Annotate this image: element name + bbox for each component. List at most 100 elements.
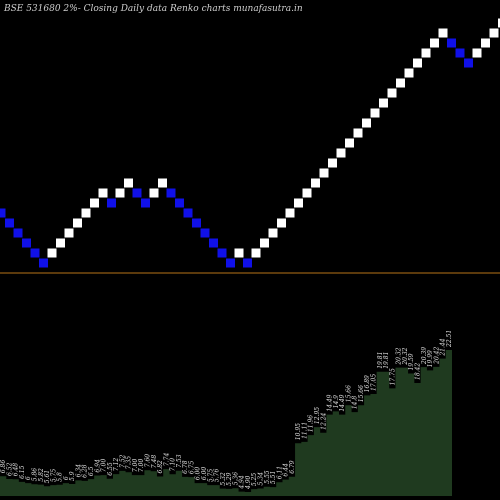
renko-brick-up <box>97 187 109 199</box>
close-value-label: 6.79 <box>289 460 296 474</box>
close-value-label: 15.66 <box>345 385 352 402</box>
renko-brick-up <box>369 107 381 119</box>
renko-brick-down <box>191 217 202 229</box>
renko-brick-down <box>131 187 143 199</box>
renko-brick-up <box>276 217 287 229</box>
renko-brick-up <box>335 147 347 159</box>
close-value-label: 19.99 <box>427 350 434 367</box>
close-value-label: 11.11 <box>301 422 308 439</box>
close-value-label: 5.61 <box>44 470 51 483</box>
renko-brick-up <box>267 227 279 239</box>
close-value-label: 6 <box>63 476 70 480</box>
renko-brick-up <box>403 67 415 79</box>
close-value-label: 6.34 <box>75 464 82 478</box>
renko-brick-up <box>344 137 355 149</box>
renko-brick-down <box>165 187 177 199</box>
renko-brick-down <box>225 257 236 269</box>
close-value-label: 5.51 <box>270 471 277 484</box>
close-value-label: 20.42 <box>433 346 440 364</box>
renko-brick-down <box>242 257 253 269</box>
renko-brick-up <box>55 237 66 249</box>
renko-brick-down <box>106 197 117 209</box>
renko-brick-up <box>250 247 262 259</box>
close-value-label: 20.32 <box>402 347 409 365</box>
renko-bricks-layer <box>0 17 500 269</box>
renko-brick-down <box>21 237 32 249</box>
close-value-label: 5.75 <box>50 469 57 483</box>
renko-brick-up <box>233 247 245 259</box>
close-value-label: 14.49 <box>327 394 334 411</box>
close-value-label: 7.00 <box>101 459 108 473</box>
close-value-label: 7.00 <box>132 459 139 473</box>
close-value-label: 16.89 <box>364 375 371 392</box>
close-value-label: 7.00 <box>138 459 145 473</box>
renko-brick-up <box>420 47 432 59</box>
renko-brick-down <box>446 37 457 49</box>
renko-brick-up <box>72 217 83 229</box>
close-value-label: 22.51 <box>446 330 453 348</box>
renko-brick-up <box>327 157 338 169</box>
renko-brick-up <box>310 177 321 189</box>
close-price-area <box>0 350 452 496</box>
renko-brick-up <box>284 207 296 219</box>
renko-brick-down <box>463 57 474 69</box>
close-value-label: 6.86 <box>0 460 7 474</box>
renko-brick-up <box>429 37 440 49</box>
renko-brick-up <box>480 37 491 49</box>
renko-brick-up <box>437 27 449 39</box>
renko-brick-up <box>148 187 160 199</box>
close-value-label: 14.49 <box>339 394 346 411</box>
renko-brick-down <box>140 197 151 209</box>
close-value-label: 6.00 <box>201 467 208 481</box>
renko-brick-up <box>395 77 406 89</box>
renko-brick-up <box>89 197 100 209</box>
close-value-label: 5.86 <box>32 468 39 482</box>
close-value-label: 6.48 <box>13 463 20 477</box>
close-value-label: 10.95 <box>295 423 302 440</box>
close-value-label: 6.44 <box>283 463 290 477</box>
renko-brick-up <box>80 207 92 219</box>
close-value-label: 5.25 <box>251 473 258 487</box>
renko-brick-up <box>471 47 483 59</box>
renko-brick-up <box>46 247 58 259</box>
close-value-label: 5.76 <box>214 469 221 483</box>
renko-brick-up <box>412 57 423 69</box>
renko-brick-up <box>293 197 304 209</box>
close-value-label: 4.90 <box>245 475 252 490</box>
close-value-label: 6.94 <box>94 459 101 473</box>
renko-brick-down <box>29 247 41 259</box>
close-value-label: 5.32 <box>220 472 227 486</box>
close-value-label: 7.74 <box>163 453 170 467</box>
renko-brick-up <box>63 227 75 239</box>
close-value-label: 19.81 <box>383 352 390 369</box>
renko-brick-up <box>259 237 270 249</box>
close-labels-layer: 6.86 6.52 6.48 6.15 6 5.86 5.82 5.61 5.75 5.8 6 5.9… <box>0 330 453 490</box>
renko-brick-up <box>386 87 398 99</box>
close-value-label: 6.11 <box>276 466 283 479</box>
close-value-label: 6.82 <box>157 460 164 474</box>
renko-brick-up <box>361 117 372 129</box>
close-value-label: 5.55 <box>264 470 271 484</box>
renko-brick-down <box>38 257 49 269</box>
renko-brick-up <box>378 97 389 109</box>
close-value-label: 12.95 <box>314 407 321 424</box>
close-price-area-layer <box>0 350 452 496</box>
renko-brick-up <box>318 167 330 179</box>
close-value-label: 14.9 <box>333 395 340 409</box>
close-value-label: 18.42 <box>414 363 421 380</box>
close-value-label: 5.9 <box>69 471 76 481</box>
close-value-label: 5.8 <box>57 472 64 482</box>
close-value-label: 20.39 <box>421 347 428 365</box>
close-value-label: 12.24 <box>320 412 327 429</box>
renko-brick-down <box>12 227 24 239</box>
close-value-label: 11.96 <box>308 415 315 432</box>
renko-brick-up <box>488 27 500 39</box>
renko-brick-up <box>114 187 126 199</box>
close-value-label: 6.28 <box>82 464 89 478</box>
close-value-label: 5.29 <box>226 472 233 486</box>
close-value-label: 7.35 <box>126 456 133 470</box>
reference-lines-layer <box>0 272 500 274</box>
close-value-label: 5.36 <box>232 472 239 486</box>
close-value-label: 6.55 <box>107 462 114 476</box>
